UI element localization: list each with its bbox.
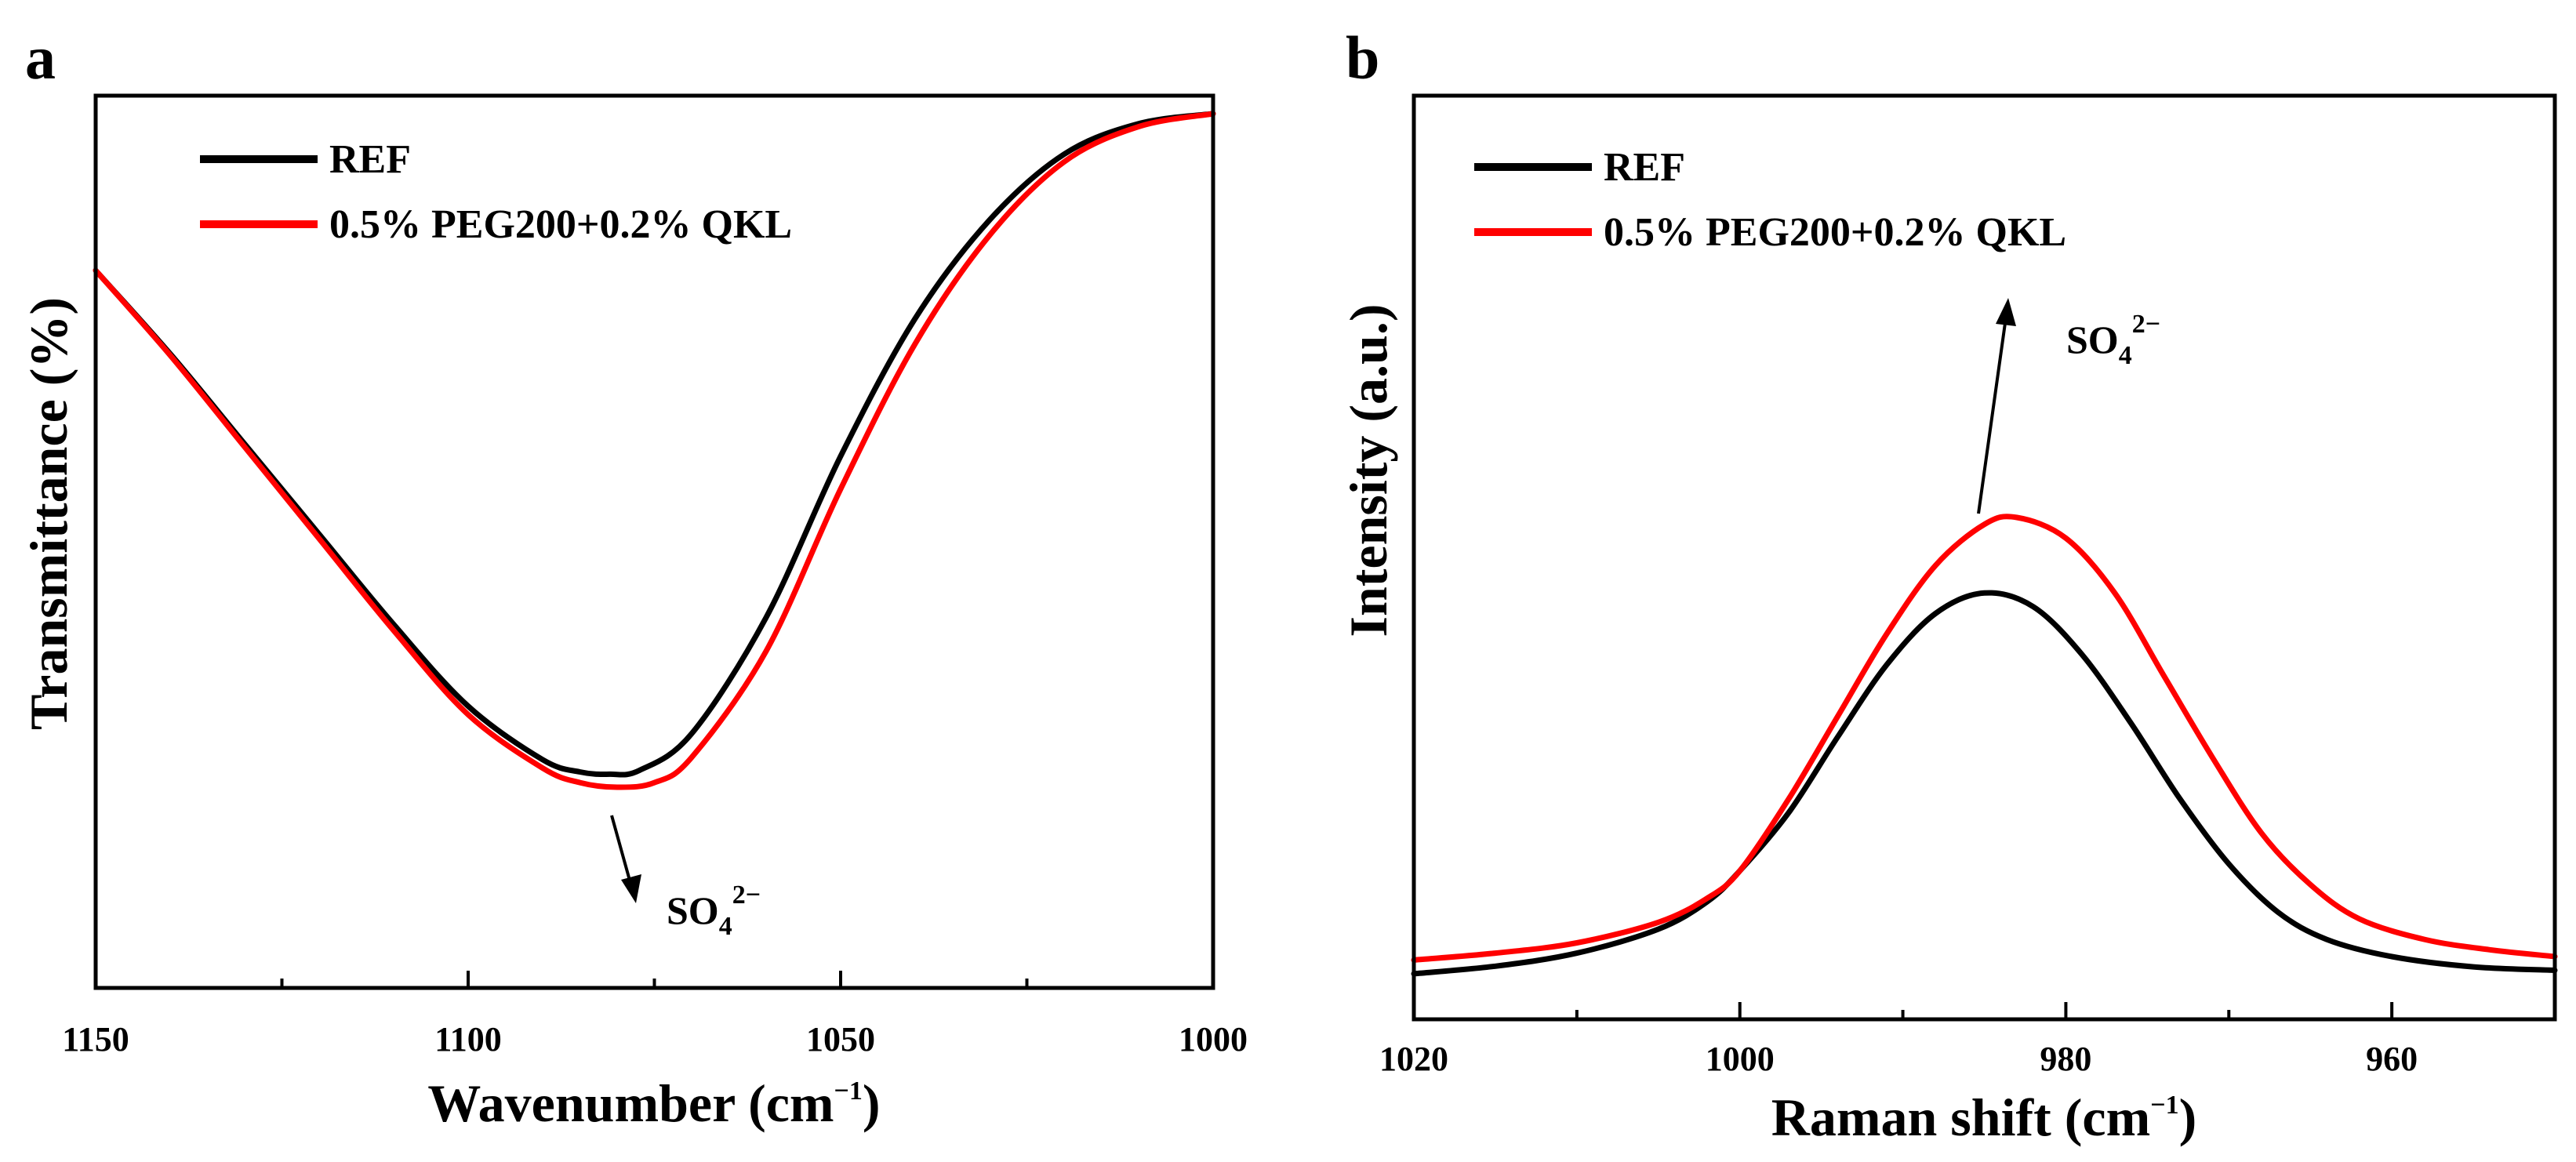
panel-b-x-tick-label: 1020 [1379, 1040, 1448, 1078]
panel-b-so4-annotation: SO42− [1977, 298, 2160, 514]
panel-b-arrow-shaft [1977, 317, 2007, 514]
panel-b-legend-label-ref: REF [1604, 145, 1685, 190]
panel-b-x-tick-label: 1000 [1706, 1040, 1775, 1078]
panel-a-legend: REF 0.5% PEG200+0.2% QKL [200, 137, 792, 247]
panel-a-legend-label-ref: REF [329, 137, 411, 182]
panel-a-plot-frame [93, 93, 1215, 990]
panel-a-arrow-head [621, 874, 641, 903]
panel-a-x-tick-label: 1100 [434, 1020, 502, 1059]
panel-a-x-tick-label: 1050 [806, 1020, 875, 1059]
panel-a-letter: a [25, 24, 56, 92]
panel-b-x-tick-label: 960 [2366, 1040, 2418, 1078]
panel-b-x-tick-label: 980 [2040, 1040, 2091, 1078]
chart-panel-a: a 1150 1100 1050 1000 REF 0.5% PEG200+0.2% … [19, 24, 1248, 1133]
panel-b-arrow-head [1996, 298, 2016, 326]
panel-b-x-axis-title: Raman shift (cm−1) [1771, 1088, 2197, 1147]
panel-a-so4-label: SO42− [667, 881, 761, 941]
panel-a-x-tick-label: 1150 [62, 1020, 129, 1059]
chart-panel-b: b 1020 1000 980 960 REF 0.5% PEG200+0.2% QK… [1339, 24, 2558, 1147]
panel-a-series-group [93, 111, 1216, 790]
panel-a-y-axis-title: Transmittance (%) [19, 297, 78, 730]
panel-b-letter: b [1346, 24, 1379, 92]
panel-b-series-group [1411, 514, 2558, 977]
panel-a-so4-annotation: SO42− [610, 815, 761, 941]
panel-b-so4-label: SO42− [2066, 310, 2160, 370]
panel-b-y-axis-title: Intensity (a.u.) [1339, 303, 1398, 637]
panel-b-legend: REF 0.5% PEG200+0.2% QKL [1474, 145, 2066, 255]
panel-a-x-tick-label: 1000 [1179, 1020, 1248, 1059]
panel-b-series-line-ref [1411, 590, 2558, 977]
panel-a-arrow-shaft [610, 815, 633, 887]
panel-a-legend-label-peg: 0.5% PEG200+0.2% QKL [329, 202, 792, 247]
panel-a-ticks-group: 1150 1100 1050 1000 [62, 971, 1248, 1059]
panel-b-legend-label-peg: 0.5% PEG200+0.2% QKL [1604, 210, 2066, 255]
panel-b-plot-frame [1412, 93, 2557, 1022]
panel-b-series-line-peg200-qkl [1411, 514, 2558, 963]
panel-b-ticks-group: 1020 1000 980 960 [1379, 1002, 2556, 1078]
panel-a-x-axis-title: Wavenumber (cm−1) [427, 1073, 880, 1133]
panel-a-series-line-peg200-qkl [93, 111, 1216, 790]
